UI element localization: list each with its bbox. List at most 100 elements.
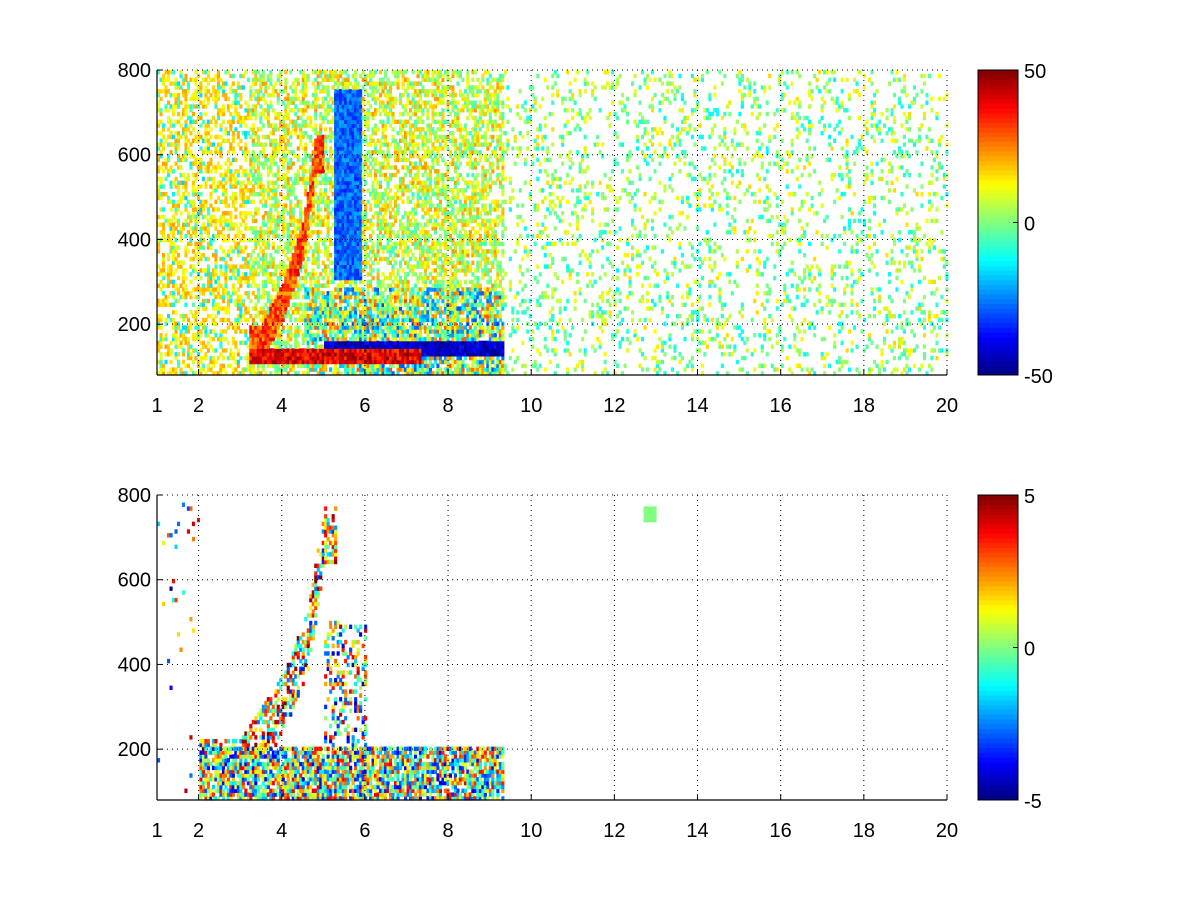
heatmap-cell	[162, 127, 166, 132]
heatmap-cell	[399, 96, 403, 102]
heatmap-cell	[201, 245, 205, 250]
heatmap-cell	[326, 233, 330, 239]
heatmap-cell	[346, 222, 350, 227]
heatmap-cell	[286, 325, 290, 330]
heatmap-cell	[324, 85, 328, 90]
heatmap-cell	[256, 298, 260, 304]
heatmap-cell	[299, 264, 303, 269]
heatmap-cell	[221, 256, 225, 262]
heatmap-cell	[256, 142, 260, 147]
heatmap-cell	[276, 226, 280, 231]
heatmap-cell	[331, 268, 335, 273]
heatmap-cell	[394, 192, 398, 197]
heatmap-cell	[269, 359, 273, 365]
heatmap-cell	[206, 119, 210, 124]
heatmap-cell	[246, 77, 250, 82]
heatmap-cell	[206, 89, 210, 94]
heatmap-cell	[269, 77, 273, 82]
heatmap-cell	[379, 195, 383, 201]
heatmap-cell	[157, 176, 161, 182]
heatmap-cell	[371, 371, 375, 376]
heatmap-cell	[334, 249, 338, 254]
heatmap-cell	[211, 272, 215, 277]
heatmap-cell	[411, 176, 415, 182]
heatmap-cell	[221, 298, 225, 304]
heatmap-cell	[296, 199, 300, 204]
heatmap-cell	[404, 134, 408, 140]
heatmap-cell	[246, 359, 250, 365]
heatmap-cell	[411, 222, 415, 227]
heatmap-cell	[296, 359, 300, 365]
heatmap-cell	[359, 192, 363, 197]
heatmap-cell	[349, 192, 353, 197]
heatmap-cell	[371, 340, 375, 346]
heatmap-cell	[301, 180, 305, 185]
heatmap-cell	[394, 314, 398, 319]
heatmap-cell	[269, 352, 273, 357]
heatmap-cell	[266, 230, 270, 235]
heatmap-cell	[264, 81, 268, 86]
heatmap-cell	[356, 352, 360, 357]
heatmap-cell	[264, 355, 268, 361]
heatmap-cell	[281, 264, 285, 269]
heatmap-cell	[309, 230, 313, 235]
heatmap-cell	[259, 294, 263, 300]
heatmap-cell	[179, 165, 183, 170]
heatmap-cell	[376, 96, 380, 102]
heatmap-cell	[326, 230, 330, 235]
heatmap-cell	[289, 325, 293, 330]
heatmap-cell	[404, 287, 408, 292]
heatmap-cell	[289, 294, 293, 300]
heatmap-cell	[359, 203, 363, 208]
heatmap-cell	[199, 329, 203, 334]
heatmap-cell	[346, 260, 350, 265]
heatmap-cell	[204, 127, 208, 132]
heatmap-cell	[226, 253, 230, 258]
heatmap-cell	[336, 104, 340, 109]
heatmap-cell	[331, 355, 335, 361]
heatmap-cell	[394, 203, 398, 208]
heatmap-cell	[224, 268, 228, 273]
heatmap-cell	[311, 260, 315, 265]
heatmap-cell	[389, 355, 393, 361]
heatmap-cell	[354, 264, 358, 269]
heatmap-cell	[304, 253, 308, 258]
heatmap-cell	[411, 230, 415, 235]
heatmap-cell	[334, 211, 338, 216]
heatmap-cell	[167, 344, 171, 349]
heatmap-cell	[281, 367, 285, 372]
heatmap-cell	[361, 294, 365, 300]
heatmap-cell	[167, 127, 171, 132]
heatmap-cell	[349, 96, 353, 102]
heatmap-cell	[179, 314, 183, 319]
heatmap-cell	[209, 279, 213, 285]
heatmap-cell	[319, 81, 323, 86]
heatmap-cell	[391, 96, 395, 102]
heatmap-cell	[361, 172, 365, 178]
heatmap-cell	[366, 317, 370, 323]
heatmap-cell	[299, 268, 303, 273]
heatmap-cell	[394, 321, 398, 326]
heatmap-cell	[341, 161, 345, 166]
heatmap-cell	[167, 199, 171, 204]
heatmap-cell	[404, 77, 408, 82]
heatmap-cell	[296, 344, 300, 349]
heatmap-cell	[356, 230, 360, 235]
heatmap-cell	[266, 279, 270, 285]
heatmap-cell	[389, 165, 393, 170]
heatmap-cell	[406, 310, 410, 315]
heatmap-cell	[336, 180, 340, 185]
heatmap-cell	[281, 157, 285, 163]
heatmap-cell	[379, 142, 383, 147]
heatmap-cell	[256, 172, 260, 178]
heatmap-cell	[346, 180, 350, 185]
heatmap-cell	[396, 203, 400, 208]
heatmap-cell	[167, 371, 171, 376]
heatmap-cell	[167, 100, 171, 105]
heatmap-cell	[189, 150, 193, 155]
heatmap-cell	[304, 77, 308, 82]
heatmap-cell	[351, 306, 355, 311]
heatmap-cell	[216, 355, 220, 361]
heatmap-cell	[194, 321, 198, 326]
heatmap-cell	[231, 184, 235, 189]
